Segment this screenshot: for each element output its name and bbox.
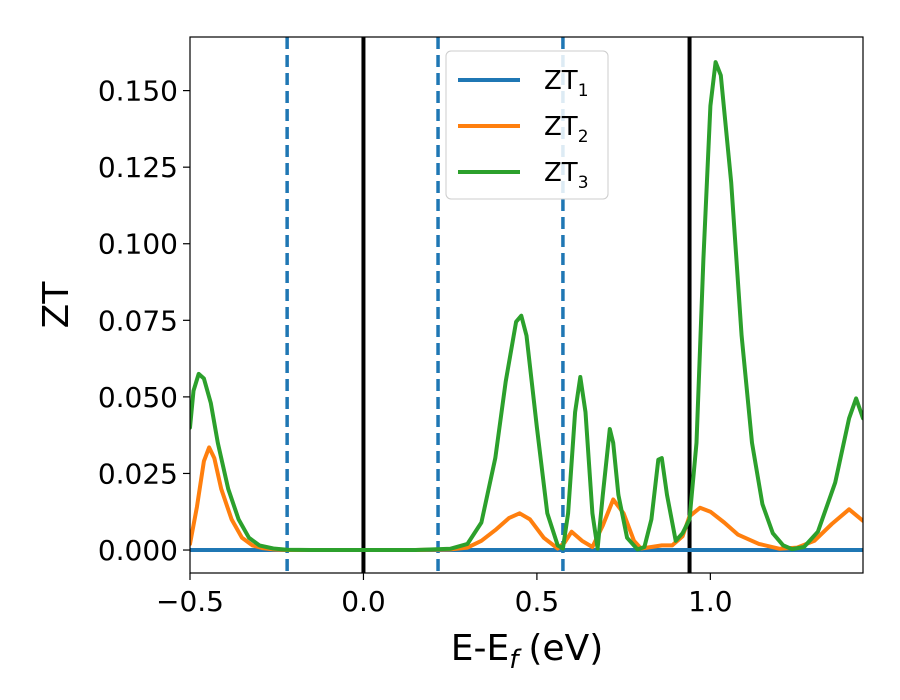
y-axis: 0.000 0.025 0.050 0.075 0.100 0.125 0.150 [98,75,190,567]
legend-label-2: ZT2 [544,112,589,147]
legend-label-1: ZT1 [544,66,589,101]
y-tick-label: 0.025 [98,457,178,490]
legend-label-3: ZT3 [544,158,589,193]
x-axis-label: E-Ef (eV) [451,628,604,675]
reference-lines [285,37,692,573]
y-tick-label: 0.050 [98,381,178,414]
x-tick-label: 0.5 [515,585,560,618]
plot-frame [189,36,864,574]
x-tick-label: −0.5 [156,585,224,618]
series-lines [190,60,863,552]
y-tick-label: 0.125 [98,151,178,184]
x-axis: −0.5 0.0 0.5 1.0 [156,573,733,618]
x-tick-label: 1.0 [688,585,733,618]
y-tick-label: 0.075 [98,304,178,337]
series-line-3 [190,60,863,552]
y-axis-label: ZT [36,281,77,329]
legend-box [445,50,609,200]
y-tick-label: 0.150 [98,75,178,108]
y-tick-label: 0.100 [98,228,178,261]
y-tick-label: 0.000 [98,534,178,567]
x-tick-label: 0.0 [341,585,386,618]
legend: ZT1 ZT2 ZT3 [445,50,609,200]
